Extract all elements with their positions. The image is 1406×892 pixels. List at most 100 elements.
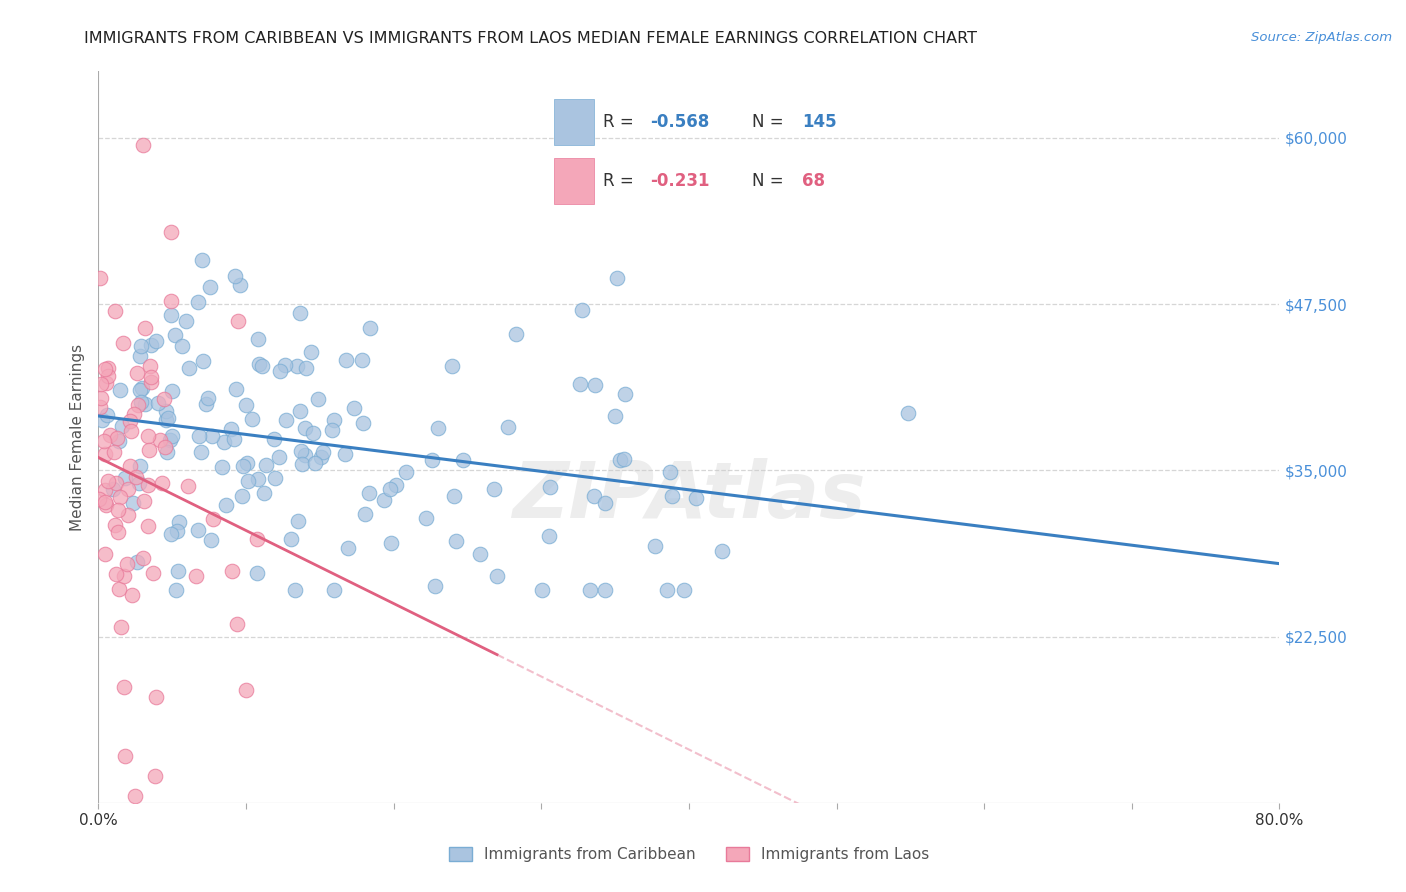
Point <box>263 432 285 446</box>
Point <box>322 413 344 427</box>
Point <box>97 361 120 376</box>
Point <box>139 359 162 374</box>
Point <box>685 491 707 505</box>
Point <box>165 582 187 597</box>
Point <box>105 566 128 581</box>
Point <box>215 498 238 512</box>
Point <box>194 396 217 410</box>
Point <box>226 617 249 632</box>
Point <box>609 453 631 467</box>
Point <box>538 480 561 494</box>
Point <box>191 252 214 267</box>
Point <box>247 332 270 346</box>
Point <box>201 429 224 443</box>
Point <box>672 582 695 597</box>
Point <box>613 387 636 401</box>
Point <box>89 376 111 391</box>
Point <box>104 303 127 318</box>
Point <box>129 395 152 409</box>
Point <box>343 401 366 415</box>
Point <box>505 327 527 342</box>
Point <box>167 564 190 578</box>
Text: ZIPAtlas: ZIPAtlas <box>512 458 866 533</box>
Point <box>101 482 124 496</box>
Point <box>108 434 131 449</box>
Point <box>295 361 318 376</box>
Point <box>221 422 243 436</box>
Point <box>427 420 450 434</box>
Point <box>155 404 177 418</box>
Point <box>571 302 593 317</box>
Point <box>108 491 131 505</box>
Point <box>228 313 250 327</box>
Point <box>139 337 162 351</box>
Point <box>160 225 183 239</box>
Point <box>284 582 307 597</box>
Point <box>94 498 117 512</box>
Point <box>87 491 110 506</box>
Point <box>373 492 395 507</box>
Point <box>359 321 381 335</box>
Point <box>108 383 131 397</box>
Point <box>160 429 183 443</box>
Point <box>129 349 152 363</box>
Point <box>141 375 163 389</box>
Point <box>129 383 152 397</box>
Point <box>299 345 322 359</box>
Point <box>420 453 443 467</box>
Point <box>613 451 636 466</box>
Point <box>280 532 302 546</box>
Point <box>125 367 148 381</box>
Point <box>132 551 155 566</box>
Point <box>440 359 463 373</box>
Point <box>146 395 169 409</box>
Point <box>531 582 554 597</box>
Point <box>304 456 326 470</box>
Point <box>593 582 616 597</box>
Point <box>134 397 156 411</box>
Point <box>112 680 135 694</box>
Point <box>186 569 208 583</box>
Point <box>89 270 111 285</box>
Point <box>710 543 733 558</box>
Point <box>485 569 508 583</box>
Point <box>658 466 681 480</box>
Point <box>221 564 243 578</box>
Point <box>254 458 277 473</box>
Point <box>122 496 145 510</box>
Point <box>444 533 467 548</box>
Point <box>124 789 146 804</box>
Point <box>97 369 120 384</box>
Point <box>159 527 181 541</box>
Point <box>160 293 183 308</box>
Point <box>124 407 146 421</box>
Point <box>309 450 332 464</box>
Point <box>350 353 373 368</box>
Point <box>149 433 172 447</box>
Point <box>323 582 346 597</box>
Point <box>200 533 222 547</box>
Point <box>129 458 152 473</box>
Point <box>321 423 343 437</box>
Point <box>247 472 270 486</box>
Point <box>222 432 245 446</box>
Point <box>569 376 592 391</box>
Point <box>160 308 183 322</box>
Point <box>177 478 200 492</box>
Point <box>156 445 179 459</box>
Point <box>290 444 312 458</box>
Point <box>537 529 560 543</box>
Point <box>644 539 666 553</box>
Point <box>94 447 117 461</box>
Point <box>114 749 136 764</box>
Point <box>138 443 160 458</box>
Point <box>228 277 250 292</box>
Point <box>585 377 607 392</box>
Point <box>120 424 142 438</box>
Point <box>117 508 139 522</box>
Point <box>253 486 276 500</box>
Point <box>143 769 166 783</box>
Point <box>290 404 312 418</box>
Point <box>312 445 335 459</box>
Point <box>603 409 626 423</box>
